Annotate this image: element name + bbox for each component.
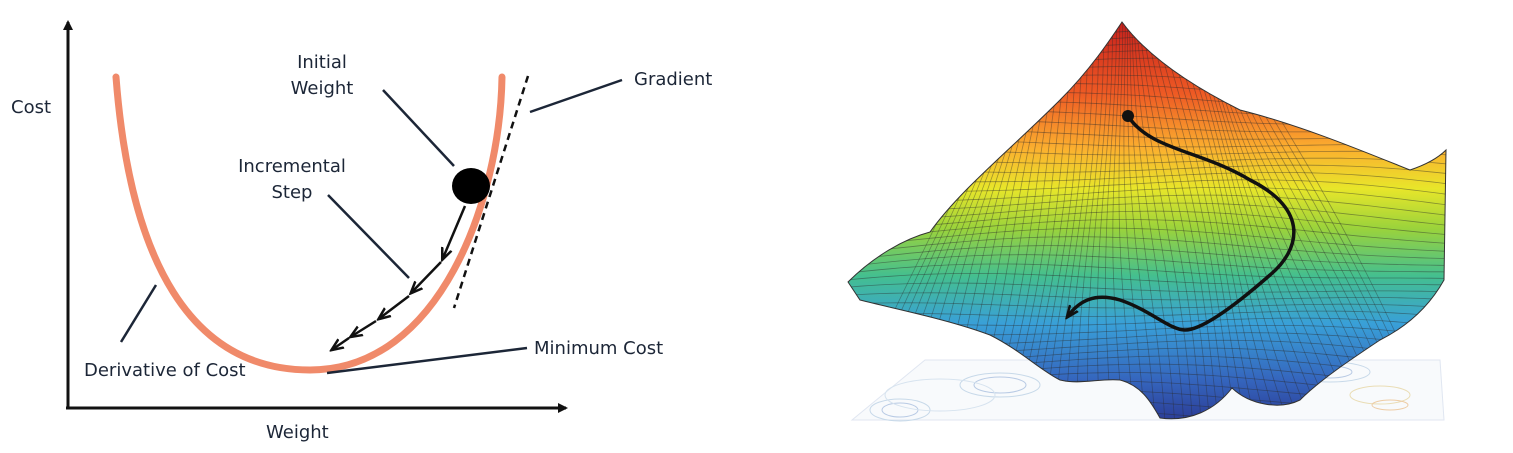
mesh-line bbox=[1118, 22, 1135, 419]
x-axis-label: Weight bbox=[266, 422, 329, 443]
cost-curve bbox=[112, 73, 506, 374]
mesh-line bbox=[1152, 22, 1237, 419]
mesh-line bbox=[1112, 22, 1123, 419]
derivative-of-cost-leader bbox=[119, 284, 158, 343]
descent-start-point bbox=[1122, 110, 1134, 122]
mesh-line bbox=[848, 310, 1446, 318]
mesh-line bbox=[1076, 22, 1105, 419]
mesh-line bbox=[1144, 22, 1219, 419]
mesh-line bbox=[1096, 22, 1114, 419]
mesh-line bbox=[1172, 22, 1277, 419]
incremental-step-label: Incremental Step bbox=[232, 154, 352, 206]
initial-weight-label-line2: Weight bbox=[290, 78, 354, 99]
cost-surface-3d bbox=[847, 21, 1447, 422]
mesh-line bbox=[1141, 22, 1210, 419]
mesh-line bbox=[1034, 22, 1085, 419]
mesh-line bbox=[848, 245, 1446, 266]
mesh-line bbox=[1138, 22, 1202, 419]
mesh-line bbox=[1148, 22, 1228, 419]
mesh-line bbox=[1167, 22, 1266, 419]
mesh-line bbox=[848, 273, 1446, 286]
mesh-line bbox=[1044, 22, 1090, 419]
mesh-line bbox=[1054, 22, 1095, 419]
incremental-step-label-line2: Step bbox=[271, 182, 313, 203]
mesh-line bbox=[1157, 22, 1246, 419]
incremental-step-label-line1: Incremental bbox=[238, 156, 346, 177]
gradient-tangent-line bbox=[452, 75, 530, 309]
mesh-line bbox=[848, 227, 1446, 252]
mesh-line bbox=[1133, 22, 1184, 419]
initial-weight-leader bbox=[382, 89, 455, 167]
mesh-line bbox=[1065, 22, 1100, 419]
left-diagram bbox=[63, 20, 623, 413]
mesh-line bbox=[848, 210, 1446, 236]
mesh-line bbox=[848, 254, 1446, 273]
initial-weight-label-line1: Initial bbox=[297, 52, 347, 73]
mesh-line bbox=[1105, 22, 1117, 419]
mesh-line bbox=[1135, 22, 1193, 419]
gradient-label: Gradient bbox=[634, 69, 713, 90]
mesh-line bbox=[848, 219, 1446, 244]
gradient-leader bbox=[529, 78, 623, 114]
minimum-cost-label: Minimum Cost bbox=[534, 338, 664, 359]
incremental-step-leader bbox=[327, 194, 410, 279]
mesh-line bbox=[848, 236, 1446, 260]
mesh-line bbox=[848, 292, 1446, 301]
descent-path bbox=[1068, 115, 1296, 332]
mesh-line bbox=[1129, 22, 1166, 419]
mesh-line bbox=[848, 282, 1446, 293]
mesh-line bbox=[1127, 22, 1156, 419]
mesh-line bbox=[1123, 22, 1145, 419]
mesh-line bbox=[848, 302, 1446, 309]
mesh-line bbox=[848, 26, 1446, 42]
mesh-line bbox=[1087, 22, 1109, 419]
mesh-line bbox=[848, 263, 1446, 279]
mesh-line bbox=[1025, 22, 1080, 419]
mesh-line bbox=[1162, 22, 1256, 419]
initial-weight-label: Initial Weight bbox=[286, 50, 358, 102]
initial-weight-ball bbox=[452, 168, 490, 204]
derivative-of-cost-label: Derivative of Cost bbox=[84, 360, 246, 381]
mesh-line bbox=[1131, 22, 1175, 419]
y-axis-label: Cost bbox=[11, 97, 52, 118]
surface-body bbox=[847, 21, 1447, 420]
minimum-cost-leader bbox=[326, 346, 528, 375]
incremental-step-arrows bbox=[333, 205, 467, 349]
